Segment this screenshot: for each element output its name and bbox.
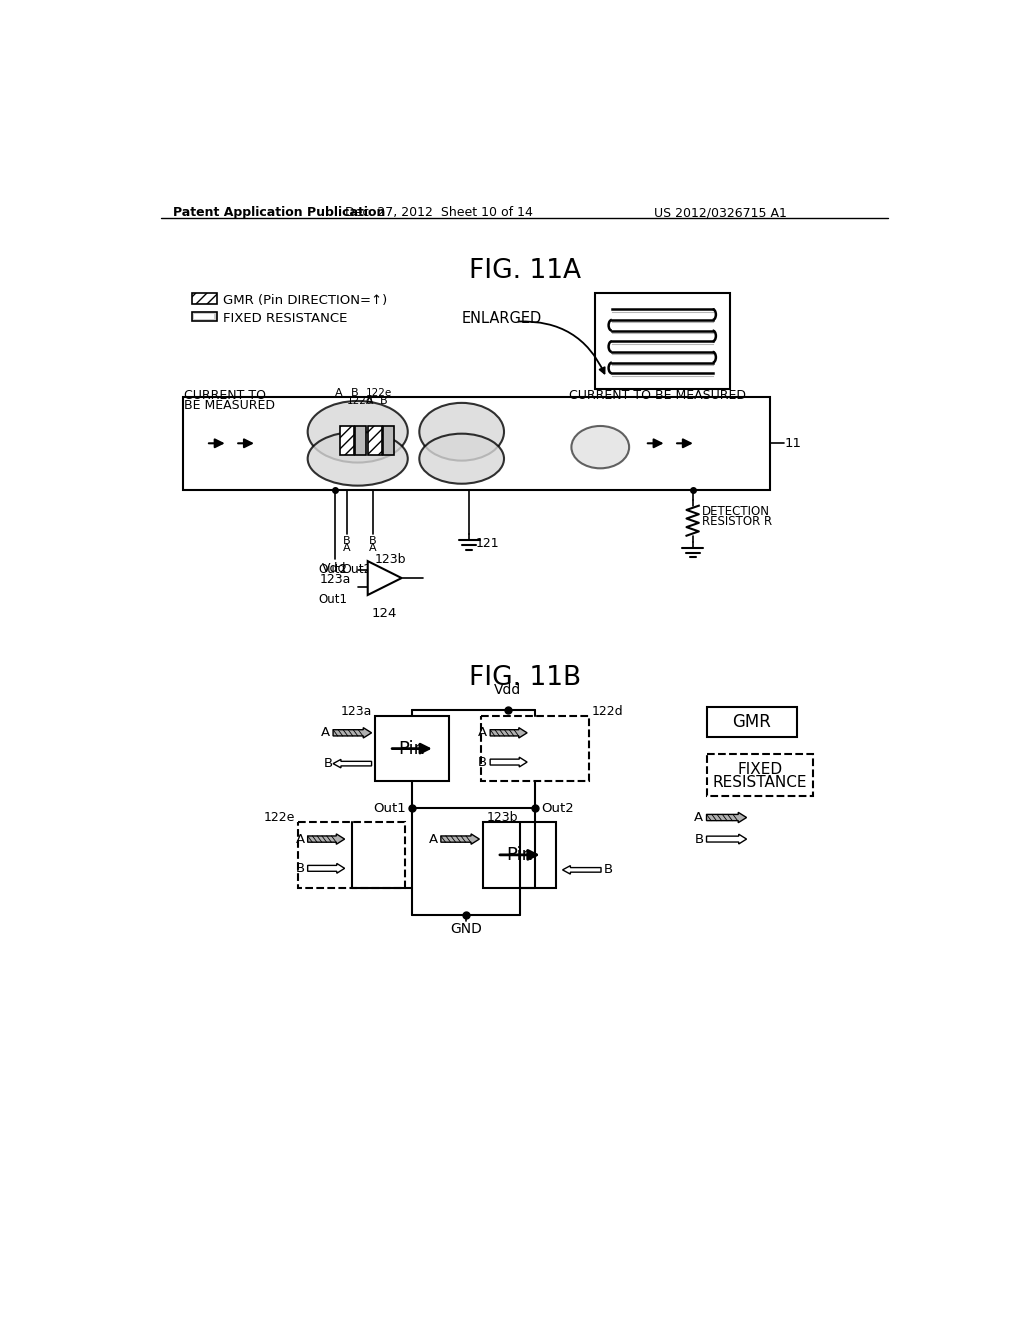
FancyArrow shape: [307, 834, 345, 845]
Text: A: A: [296, 833, 304, 846]
FancyArrow shape: [562, 866, 601, 874]
Text: B: B: [343, 536, 351, 545]
Text: GND: GND: [450, 923, 482, 936]
Bar: [355, 425, 367, 455]
Text: A: A: [343, 544, 351, 553]
Text: 123a: 123a: [340, 705, 372, 718]
Text: Out1: Out1: [318, 593, 348, 606]
Text: Out1: Out1: [373, 801, 406, 814]
Bar: [707, 708, 798, 737]
Text: Patent Application Publication: Patent Application Publication: [173, 206, 385, 219]
Ellipse shape: [419, 434, 504, 483]
Text: B: B: [694, 833, 703, 846]
Text: 122e: 122e: [366, 388, 391, 397]
FancyArrow shape: [490, 727, 527, 738]
FancyArrow shape: [441, 834, 479, 845]
Text: Vdd: Vdd: [322, 562, 346, 576]
Bar: [368, 425, 382, 455]
Text: Out2: Out2: [318, 564, 348, 576]
Polygon shape: [368, 561, 401, 595]
FancyArrow shape: [333, 759, 372, 768]
Text: RESISTANCE: RESISTANCE: [713, 775, 807, 789]
Text: ENLARGED: ENLARGED: [462, 312, 542, 326]
Bar: [183, 397, 770, 490]
Text: FIG. 11B: FIG. 11B: [469, 665, 581, 692]
Text: BE MEASURED: BE MEASURED: [184, 400, 275, 412]
Bar: [193, 293, 217, 304]
Text: Vdd: Vdd: [495, 684, 521, 697]
Text: 121: 121: [475, 537, 499, 550]
Text: GMR: GMR: [732, 713, 771, 731]
Text: GMR (Pin DIRECTION=↑): GMR (Pin DIRECTION=↑): [223, 294, 387, 308]
Bar: [595, 293, 730, 389]
Text: Out2: Out2: [341, 564, 372, 577]
Text: A: A: [370, 544, 377, 553]
Text: RESISTOR R: RESISTOR R: [701, 515, 772, 528]
Text: Pin: Pin: [398, 739, 426, 758]
Text: 122d: 122d: [347, 396, 374, 405]
Text: A: A: [694, 810, 703, 824]
Ellipse shape: [307, 432, 408, 486]
Text: A: A: [335, 388, 342, 397]
Text: 11: 11: [785, 437, 802, 450]
Text: B: B: [296, 862, 304, 875]
Text: FIXED: FIXED: [737, 762, 782, 776]
Text: B: B: [324, 758, 333, 770]
FancyArrow shape: [307, 863, 345, 874]
FancyArrow shape: [707, 812, 746, 822]
Ellipse shape: [571, 426, 629, 469]
Text: B: B: [351, 388, 358, 397]
Bar: [376, 715, 449, 781]
Text: A: A: [367, 396, 374, 405]
Bar: [193, 312, 217, 321]
FancyArrow shape: [333, 727, 372, 738]
Bar: [340, 425, 354, 455]
FancyArrow shape: [490, 758, 527, 767]
Text: A: A: [478, 726, 487, 739]
Text: B: B: [370, 536, 377, 545]
Text: CURRENT TO: CURRENT TO: [184, 389, 266, 403]
Text: B: B: [604, 863, 613, 876]
Ellipse shape: [307, 401, 408, 462]
Bar: [195, 314, 214, 318]
Text: CURRENT TO BE MEASURED: CURRENT TO BE MEASURED: [569, 389, 746, 403]
Bar: [707, 754, 813, 796]
Text: 123a: 123a: [319, 573, 351, 586]
Text: A: A: [321, 726, 330, 739]
Text: 123b: 123b: [375, 553, 407, 566]
Bar: [481, 715, 589, 781]
Text: 122d: 122d: [592, 705, 624, 718]
Text: FIXED RESISTANCE: FIXED RESISTANCE: [223, 313, 347, 326]
FancyArrow shape: [707, 834, 746, 843]
Text: Out2: Out2: [541, 801, 573, 814]
Text: A: A: [429, 833, 438, 846]
Text: B: B: [478, 755, 487, 768]
Ellipse shape: [419, 403, 504, 461]
Text: 123b: 123b: [487, 812, 518, 825]
Bar: [483, 822, 556, 887]
Text: 122e: 122e: [263, 812, 295, 825]
Text: FIG. 11A: FIG. 11A: [469, 259, 581, 285]
Bar: [383, 425, 394, 455]
Text: 124: 124: [372, 607, 397, 620]
Text: US 2012/0326715 A1: US 2012/0326715 A1: [654, 206, 787, 219]
Text: Dec. 27, 2012  Sheet 10 of 14: Dec. 27, 2012 Sheet 10 of 14: [345, 206, 532, 219]
Text: Pin: Pin: [506, 846, 534, 863]
Bar: [298, 822, 404, 887]
Text: DETECTION: DETECTION: [701, 506, 770, 517]
Text: B: B: [380, 396, 388, 405]
